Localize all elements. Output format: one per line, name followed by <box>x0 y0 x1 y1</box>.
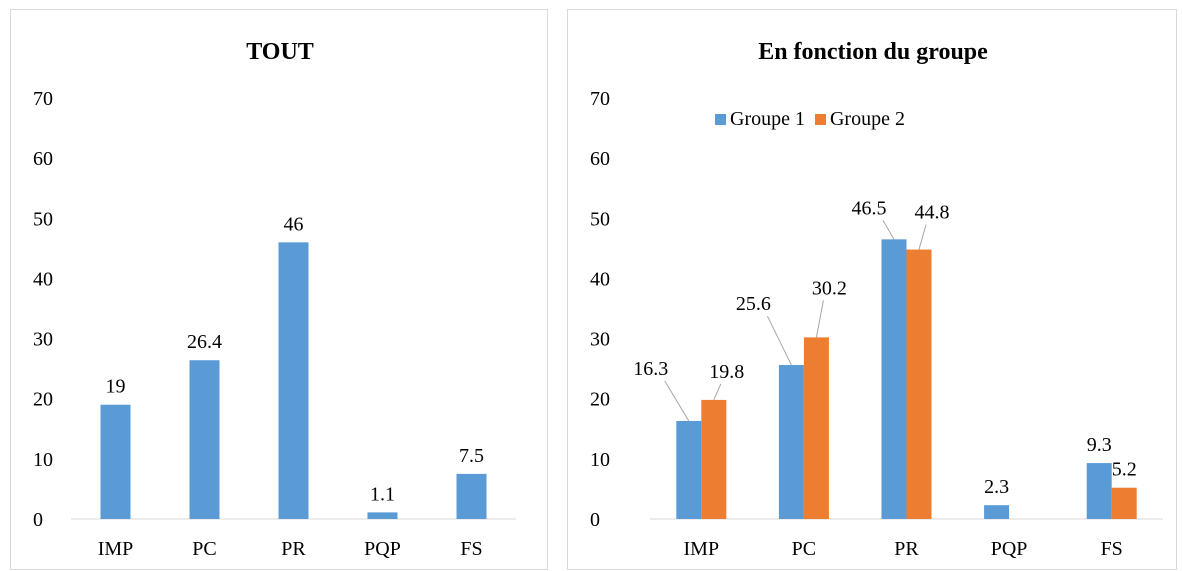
y-tick-label: 30 <box>590 329 610 351</box>
y-tick-label: 20 <box>590 389 610 411</box>
bar <box>803 337 829 519</box>
bar <box>1111 487 1137 519</box>
y-tick-label: 10 <box>590 449 610 471</box>
y-tick-label: 50 <box>590 208 610 230</box>
x-tick-label: PC <box>792 538 816 560</box>
bar <box>456 473 487 519</box>
bar <box>778 365 804 519</box>
data-label: 25.6 <box>736 293 771 315</box>
data-label: 30.2 <box>812 277 847 299</box>
y-tick-label: 60 <box>33 148 53 170</box>
x-tick-label: IMP <box>98 538 134 560</box>
y-tick-label: 60 <box>590 148 610 170</box>
y-tick-label: 10 <box>33 449 53 471</box>
data-label: 26.4 <box>187 331 222 353</box>
bar <box>100 404 131 519</box>
x-tick-label: PC <box>192 538 216 560</box>
chart-title: TOUT <box>246 39 314 65</box>
data-label: 44.8 <box>915 202 950 224</box>
data-label: 19 <box>106 376 126 398</box>
data-label-leader-line <box>766 315 792 366</box>
data-label-leader-line <box>882 220 895 240</box>
legend-swatch <box>814 114 826 125</box>
y-tick-label: 30 <box>33 329 53 351</box>
data-label: 1.1 <box>370 483 395 505</box>
bar <box>189 360 220 519</box>
x-tick-label: PR <box>894 538 919 560</box>
y-tick-label: 70 <box>33 88 53 110</box>
bar-chart-tout: TOUT 0 10 20 30 40 50 60 70 IMP 19 PC 26.4 PR 46 PQP 1.1… <box>33 39 516 560</box>
data-label: 46 <box>284 213 304 235</box>
bar <box>881 239 907 520</box>
chart-panel-tout: TOUT 0 10 20 30 40 50 60 70 IMP 19 PC 26.4 PR 46 PQP 1.1… <box>10 9 548 570</box>
data-label-leader-line <box>713 383 722 401</box>
bar <box>906 249 932 519</box>
bar <box>676 420 702 519</box>
y-tick-label: 0 <box>590 509 600 531</box>
legend-label: Groupe 1 <box>730 108 805 130</box>
x-tick-label: PQP <box>364 538 401 560</box>
data-label-leader-line <box>918 224 927 250</box>
y-tick-label: 70 <box>590 88 610 110</box>
bar-chart-groupe: En fonction du groupe 0 10 20 30 40 50 60 70 IMP 1… <box>590 39 1163 560</box>
data-label: 2.3 <box>984 476 1009 498</box>
data-label: 16.3 <box>633 358 668 380</box>
data-label: 5.2 <box>1112 459 1137 481</box>
bar <box>278 242 309 520</box>
y-tick-label: 50 <box>33 208 53 230</box>
y-tick-label: 40 <box>590 268 610 290</box>
legend-swatch <box>715 114 726 125</box>
x-tick-label: PQP <box>991 538 1028 560</box>
bar <box>701 399 727 519</box>
data-label-leader-line <box>664 380 690 422</box>
bar <box>984 505 1010 519</box>
data-label-leader-line <box>815 300 824 338</box>
x-tick-label: FS <box>460 538 482 560</box>
data-label: 7.5 <box>459 445 484 467</box>
bar <box>1086 463 1112 519</box>
chart-panel-groupe: En fonction du groupe 0 10 20 30 40 50 60 70 IMP 1… <box>567 9 1177 570</box>
data-label: 19.8 <box>709 361 744 383</box>
bar <box>367 512 398 519</box>
x-tick-label: FS <box>1101 538 1123 560</box>
x-tick-label: IMP <box>684 538 720 560</box>
legend-label: Groupe 2 <box>830 108 905 130</box>
y-tick-label: 0 <box>33 509 43 531</box>
y-tick-label: 40 <box>33 268 53 290</box>
x-tick-label: PR <box>281 538 306 560</box>
data-label: 9.3 <box>1087 434 1112 456</box>
y-tick-label: 20 <box>33 389 53 411</box>
chart-title: En fonction du groupe <box>758 39 988 65</box>
data-label: 46.5 <box>852 197 887 219</box>
